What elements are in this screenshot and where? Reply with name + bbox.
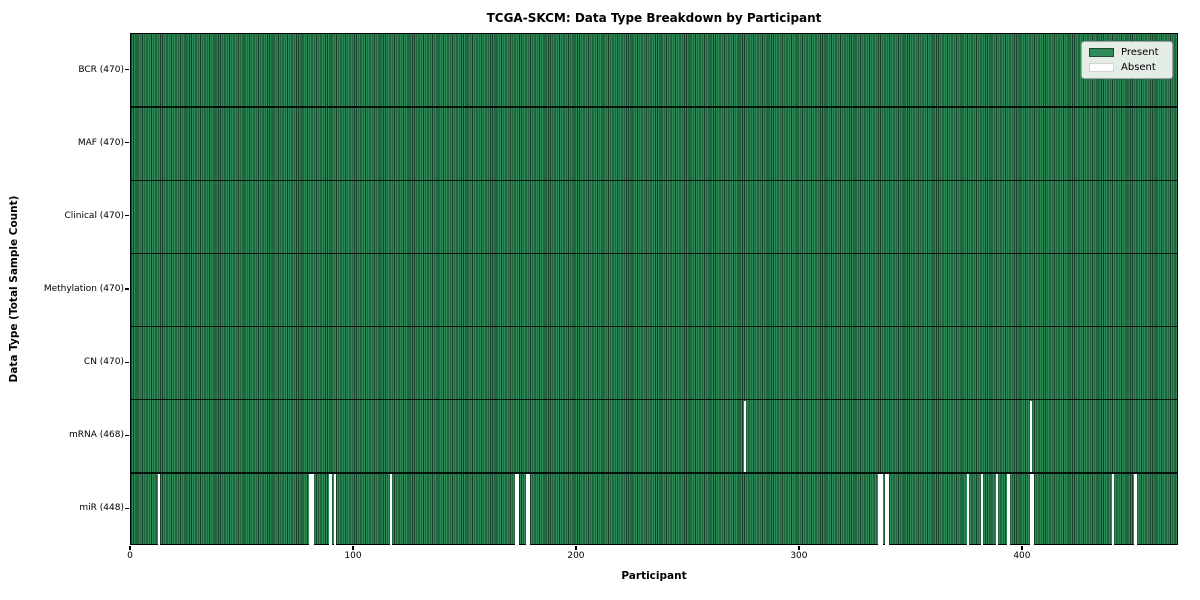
x-axis-label: Participant (621, 570, 687, 582)
absent-bar-miR-177 (525, 473, 528, 546)
ytick-mark (125, 288, 129, 290)
legend-entry-present: Present (1089, 47, 1164, 58)
ytick-mark (125, 507, 129, 510)
absent-bar-miR-81 (311, 473, 314, 546)
xtick-label-100: 100 (344, 551, 362, 561)
xtick-label-300: 300 (790, 551, 808, 561)
absent-bar-miR-404 (1031, 473, 1035, 546)
absent-bar-miR-89 (329, 473, 332, 546)
legend-entry-absent: Absent (1089, 62, 1164, 73)
absent-bar-miR-335 (877, 473, 881, 546)
ytick-mark (125, 215, 129, 217)
legend-swatch-present-icon (1089, 48, 1114, 57)
absent-bar-miR-339 (886, 473, 890, 546)
ytick-label-mRNA: mRNA (468) (69, 430, 124, 441)
absent-bar-miR-336 (880, 473, 883, 546)
xtick-mark (129, 546, 131, 550)
row-divider (131, 179, 1177, 182)
absent-bar-miR-172 (514, 473, 517, 546)
ytick-label-MAF: MAF (470) (77, 137, 124, 148)
row-divider (131, 325, 1177, 328)
plot-area: Present Absent (130, 33, 1178, 546)
absent-bar-miR-375 (967, 473, 970, 546)
ytick-label-BCR: BCR (470) (78, 64, 124, 75)
row-divider (131, 252, 1177, 255)
xtick-label-0: 0 (127, 551, 133, 561)
legend-label-absent: Absent (1121, 62, 1156, 73)
xtick-mark (575, 546, 577, 550)
row-divider (131, 398, 1177, 401)
ytick-mark (125, 142, 129, 144)
absent-bar-miR-12 (157, 473, 161, 546)
absent-bar-miR-388 (996, 473, 999, 546)
absent-bar-miR-91 (333, 473, 337, 546)
absent-bar-mRNA-275 (744, 400, 747, 473)
ytick-label-miR: miR (448) (79, 503, 124, 514)
xtick-mark (798, 546, 800, 550)
xtick-label-400: 400 (1013, 551, 1031, 561)
xtick-mark (1021, 546, 1023, 550)
absent-bar-miR-80 (309, 473, 312, 546)
legend: Present Absent (1081, 41, 1173, 79)
absent-bar-miR-116 (389, 473, 392, 546)
ytick-label-Clinical: Clinical (470) (64, 210, 124, 221)
absent-bar-miR-440 (1112, 473, 1115, 546)
absent-bar-miR-403 (1029, 473, 1032, 546)
legend-label-present: Present (1121, 47, 1159, 58)
ytick-label-Methylation: Methylation (470) (43, 284, 124, 294)
ytick-label-CN: CN (470) (83, 357, 124, 368)
absent-bar-miR-178 (527, 473, 531, 546)
ytick-mark (125, 361, 129, 363)
xtick-label-200: 200 (567, 551, 585, 561)
absent-bar-mRNA-403 (1029, 400, 1032, 473)
absent-bar-miR-381 (980, 473, 983, 546)
xtick-mark (352, 546, 354, 550)
absent-bar-miR-338 (884, 473, 887, 546)
row-divider (131, 106, 1177, 108)
y-axis-label: Data Type (Total Sample Count) (8, 195, 20, 383)
absent-bar-miR-393 (1007, 473, 1010, 546)
absent-bar-miR-173 (516, 473, 520, 546)
ytick-mark (125, 434, 129, 436)
ytick-mark (125, 68, 129, 71)
chart-title: TCGA-SKCM: Data Type Breakdown by Partic… (486, 11, 822, 25)
row-divider (131, 472, 1177, 474)
absent-bar-miR-450 (1134, 473, 1137, 546)
legend-swatch-absent-icon (1089, 63, 1114, 72)
